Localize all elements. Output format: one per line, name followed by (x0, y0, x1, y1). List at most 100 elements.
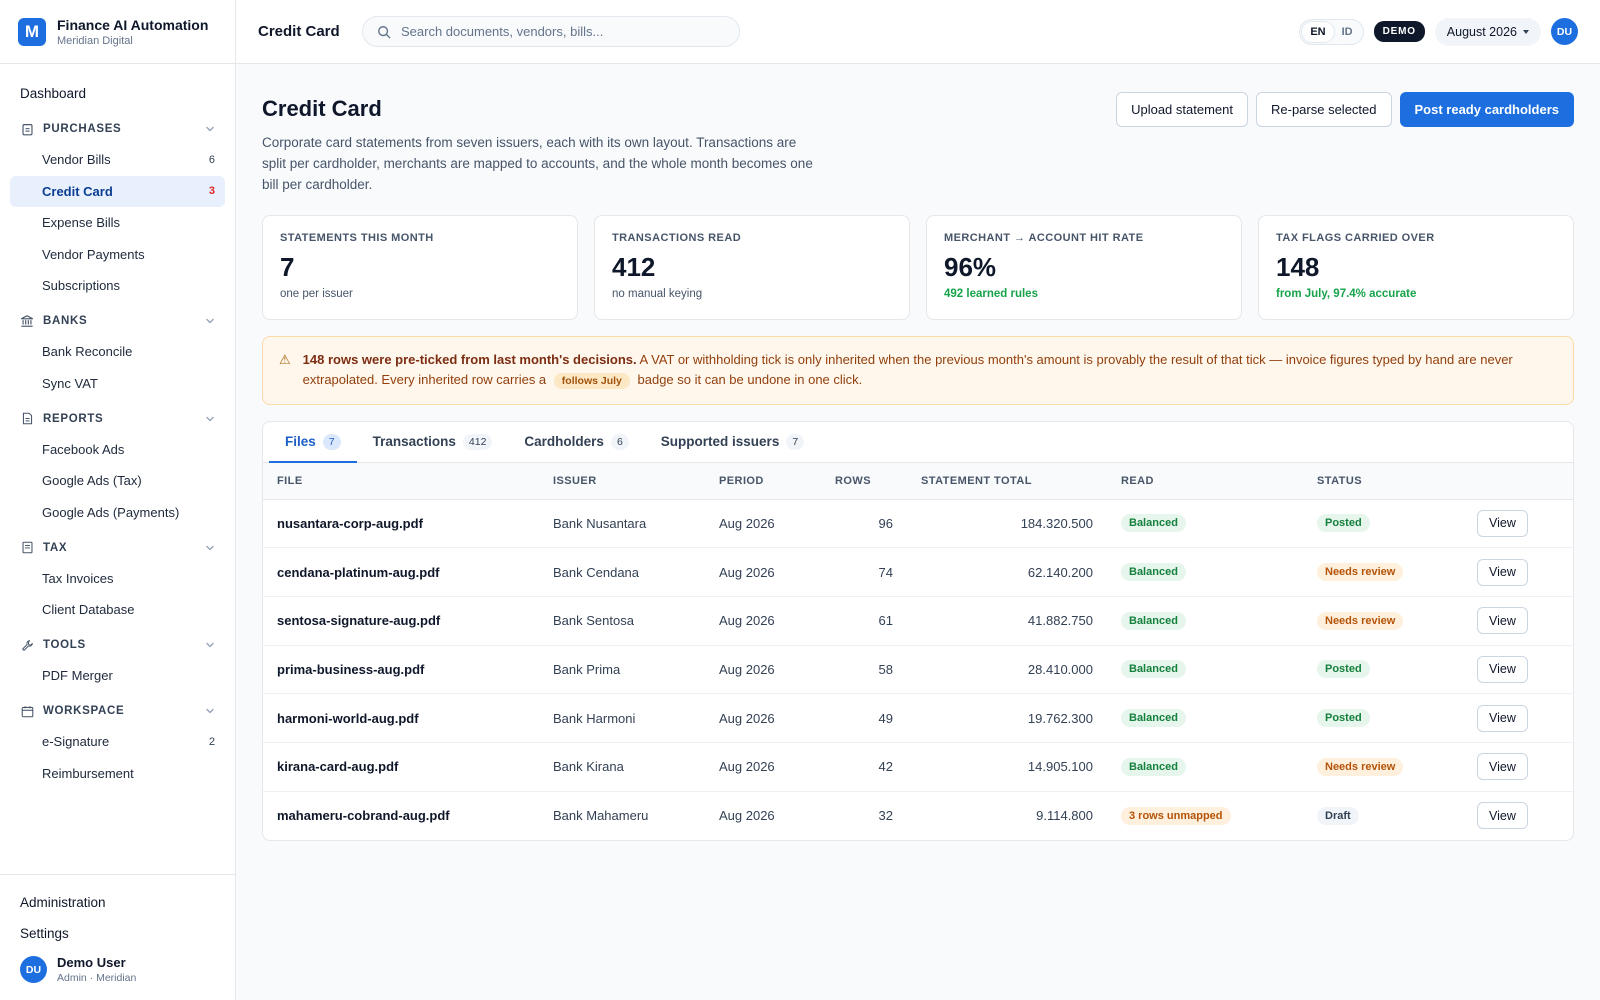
table-row[interactable]: nusantara-corp-aug.pdf Bank Nusantara Aug … (263, 499, 1573, 549)
sidebar-sections: PURCHASES Vendor Bills 6 Credit Card 3 Expens… (10, 113, 225, 789)
topbar-avatar[interactable]: DU (1551, 18, 1578, 45)
sidebar-item-google-ads-payments[interactable]: Google Ads (Payments) (10, 497, 225, 528)
table-row[interactable]: mahameru-cobrand-aug.pdf Bank Mahameru Aug… (263, 791, 1573, 840)
view-button[interactable]: View (1477, 704, 1528, 732)
file-name[interactable]: nusantara-corp-aug.pdf (263, 499, 539, 549)
table-row[interactable]: cendana-platinum-aug.pdf Bank Cendana Aug … (263, 547, 1573, 597)
status-cell: Posted (1303, 645, 1463, 695)
kpi-note: one per issuer (280, 288, 353, 300)
tab-files[interactable]: Files 7 (269, 422, 357, 463)
table-row[interactable]: kirana-card-aug.pdf Bank Kirana Aug 2026 42… (263, 742, 1573, 792)
kpi-value: 412 (612, 252, 656, 282)
read-cell: Balanced (1107, 547, 1303, 597)
sidebar-item-label: Google Ads (Payments) (42, 504, 180, 520)
file-name[interactable]: cendana-platinum-aug.pdf (263, 547, 539, 597)
sidebar-item-pdf-merger[interactable]: PDF Merger (10, 660, 225, 691)
view-button[interactable]: View (1477, 607, 1528, 635)
kpi-label: STATEMENTS THIS MONTH (280, 232, 434, 244)
tab-label: Supported issuers (660, 434, 780, 449)
table-row[interactable]: prima-business-aug.pdf Bank Prima Aug 2026… (263, 645, 1573, 695)
topbar-title: Credit Card (258, 23, 340, 40)
issuer: Bank Cendana (539, 547, 705, 597)
col-rows[interactable]: ROWS (821, 463, 907, 500)
tab-count: 7 (786, 433, 805, 450)
view-button[interactable]: View (1477, 753, 1528, 781)
sidebar-item-tax-invoices[interactable]: Tax Invoices (10, 563, 225, 594)
sidebar-item-administration[interactable]: Administration (20, 895, 106, 910)
col-status[interactable]: STATUS (1303, 463, 1463, 500)
read-cell: Balanced (1107, 645, 1303, 695)
view-button[interactable]: View (1477, 802, 1528, 830)
col-period[interactable]: PERIOD (705, 463, 821, 500)
sidebar-item-facebook-ads[interactable]: Facebook Ads (10, 434, 225, 465)
post-ready-cardholders-button[interactable]: Post ready cardholders (1399, 92, 1574, 127)
sidebar-section-tools[interactable]: TOOLS (10, 629, 225, 660)
sidebar-item-reimbursement[interactable]: Reimbursement (10, 758, 225, 789)
status-badge: Needs review (1317, 611, 1404, 630)
language-toggle[interactable]: EN ID (1299, 18, 1364, 45)
col-statement-total[interactable]: STATEMENT TOTAL (907, 463, 1107, 500)
user-profile[interactable]: DU Demo User Admin · Meridian (10, 949, 225, 990)
upload-statement-button[interactable]: Upload statement (1116, 92, 1248, 127)
file-name[interactable]: mahameru-cobrand-aug.pdf (277, 808, 450, 824)
view-button[interactable]: View (1477, 558, 1528, 586)
period: Aug 2026 (705, 645, 821, 695)
sidebar-section-label: REPORTS (43, 412, 104, 425)
caret-down-icon (1523, 29, 1529, 34)
sidebar-item-settings[interactable]: Settings (20, 926, 69, 941)
brand-name: Finance AI Automation (57, 16, 209, 33)
sidebar-section-tax[interactable]: TAX (10, 532, 225, 563)
sidebar-item-client-database[interactable]: Client Database (10, 594, 225, 625)
sidebar-item-vendor-payments[interactable]: Vendor Payments (10, 239, 225, 270)
file-name[interactable]: prima-business-aug.pdf (263, 645, 539, 695)
alert-tail: badge so it can be undone in one click. (637, 372, 863, 387)
sidebar-item-bank-reconcile[interactable]: Bank Reconcile (10, 336, 225, 367)
kpi-value: 148 (1276, 252, 1320, 282)
issuer: Bank Nusantara (539, 499, 705, 549)
lang-en[interactable]: EN (1302, 21, 1334, 42)
search-input[interactable] (401, 24, 721, 39)
file-name[interactable]: harmoni-world-aug.pdf (263, 693, 539, 743)
file-name[interactable]: kirana-card-aug.pdf (263, 742, 539, 792)
sidebar-section-banks[interactable]: BANKS (10, 305, 225, 336)
view-button[interactable]: View (1477, 655, 1528, 683)
sidebar-item-label: Bank Reconcile (42, 344, 133, 359)
col-read[interactable]: READ (1107, 463, 1303, 500)
file-name[interactable]: sentosa-signature-aug.pdf (263, 596, 539, 646)
user-name: Demo User (57, 955, 126, 970)
chevron-down-icon (205, 706, 215, 716)
read-cell: Balanced (1107, 596, 1303, 646)
sidebar-item-vendor-bills[interactable]: Vendor Bills 6 (10, 144, 225, 175)
tab-cardholders[interactable]: Cardholders 6 (508, 422, 644, 463)
row-count: 58 (821, 645, 907, 695)
tab-supported-issuers[interactable]: Supported issuers 7 (645, 422, 820, 463)
sidebar-section-purchases[interactable]: PURCHASES (10, 113, 225, 144)
sidebar-section-workspace[interactable]: WORKSPACE (10, 695, 225, 726)
status-cell: Posted (1303, 693, 1463, 743)
sidebar-item-google-ads-tax[interactable]: Google Ads (Tax) (10, 465, 225, 496)
tab-label: Cardholders (524, 434, 604, 449)
sidebar-section-label: WORKSPACE (43, 705, 125, 717)
issuer: Bank Harmoni (539, 693, 705, 743)
sidebar-item-expense-bills[interactable]: Expense Bills (10, 207, 225, 238)
sidebar-item-sync-vat[interactable]: Sync VAT (10, 368, 225, 399)
table-row[interactable]: harmoni-world-aug.pdf Bank Harmoni Aug 202… (263, 693, 1573, 743)
month-selector[interactable]: August 2026 (1434, 17, 1541, 46)
issuer: Bank Mahameru (553, 808, 649, 824)
lang-id[interactable]: ID (1341, 25, 1353, 38)
alert-bold: 148 rows were pre-ticked from last month… (302, 352, 637, 367)
table-row[interactable]: sentosa-signature-aug.pdf Bank Sentosa Aug… (263, 596, 1573, 646)
col-file[interactable]: FILE (263, 463, 539, 500)
sidebar-item-e-signature[interactable]: e-Signature 2 (10, 726, 225, 757)
view-button[interactable]: View (1477, 509, 1528, 537)
sidebar-section-reports[interactable]: REPORTS (10, 403, 225, 434)
sidebar-item-label: Client Database (42, 602, 135, 617)
sidebar-item-dashboard[interactable]: Dashboard (20, 86, 87, 101)
col-issuer[interactable]: ISSUER (539, 463, 705, 500)
action-cell: View (1463, 791, 1573, 840)
sidebar-item-credit-card[interactable]: Credit Card 3 (10, 175, 225, 207)
search-box[interactable] (362, 16, 740, 47)
tab-transactions[interactable]: Transactions 412 (357, 422, 509, 463)
reparse-selected-button[interactable]: Re-parse selected (1256, 92, 1392, 127)
sidebar-item-subscriptions[interactable]: Subscriptions (10, 270, 225, 301)
